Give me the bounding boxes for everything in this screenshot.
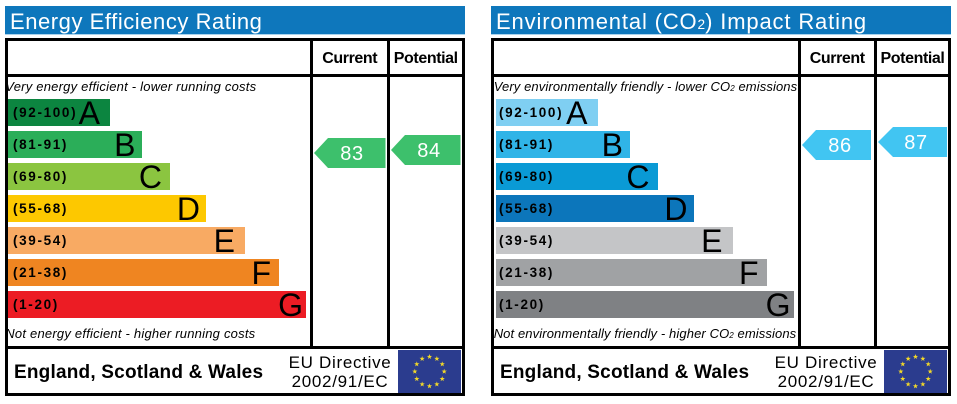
- svg-text:86: 86: [828, 134, 851, 156]
- svg-text:83: 83: [340, 143, 363, 165]
- svg-text:87: 87: [904, 132, 927, 154]
- svg-text:84: 84: [417, 140, 440, 162]
